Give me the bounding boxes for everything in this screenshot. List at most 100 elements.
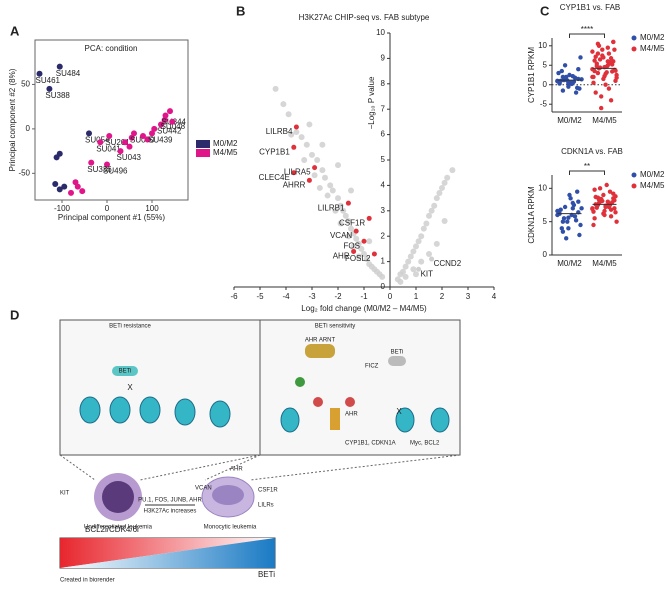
significance-label: **: [584, 162, 590, 171]
point-label: SU388: [45, 91, 70, 100]
point: [117, 148, 124, 155]
x-tick-label: M4/M5: [592, 116, 617, 125]
point: [426, 212, 432, 219]
point: [606, 86, 612, 91]
point: [444, 174, 451, 181]
point: [566, 226, 571, 231]
point-label: SU461: [36, 76, 61, 85]
legend-label: M4/M5: [213, 148, 238, 157]
point: [578, 222, 583, 228]
point-label: SU070: [130, 135, 155, 144]
y-tick-label: 9: [381, 54, 386, 63]
point: [324, 192, 331, 199]
point: [449, 167, 456, 174]
y-tick-label: 3: [381, 206, 386, 215]
point: [607, 202, 613, 208]
x-tick-label: 0: [105, 204, 110, 213]
point: [413, 271, 419, 278]
point: [564, 74, 569, 80]
point: [608, 214, 614, 219]
block-mark: X: [396, 407, 402, 416]
point: [566, 80, 571, 86]
legend-swatch: [196, 140, 210, 148]
x-tick-label: -2: [334, 292, 342, 301]
point: [595, 51, 601, 56]
point: [162, 112, 169, 119]
point: [303, 141, 310, 148]
point: [600, 47, 605, 52]
point: [415, 238, 422, 245]
receptor-label: KIT: [60, 491, 70, 497]
point: [361, 250, 367, 257]
point: [591, 222, 596, 228]
y-axis-label: CDKN1A RPKM: [527, 186, 536, 244]
highlight-point: [291, 144, 297, 150]
x-tick-label: 1: [414, 292, 419, 301]
highlight-point: [312, 165, 318, 171]
y-tick-label: 5: [543, 60, 548, 69]
beti-label: BETi: [119, 369, 132, 375]
y-tick-label: 7: [381, 104, 386, 113]
point: [149, 130, 155, 137]
point: [402, 273, 409, 280]
point-label: SU484: [56, 69, 81, 78]
y-tick-label: 8: [381, 79, 386, 88]
point: [572, 214, 578, 219]
point: [363, 256, 370, 263]
ahr-label: AHR: [345, 412, 358, 418]
legend-label: M0/M2: [640, 170, 665, 179]
y-tick-label: -5: [540, 99, 548, 108]
point: [428, 207, 435, 214]
nucleus: [212, 485, 244, 505]
y-tick-label: 0: [543, 80, 548, 89]
point: [426, 250, 432, 257]
point: [285, 111, 292, 118]
point: [560, 88, 566, 93]
highlight-point: [366, 215, 372, 221]
point: [441, 217, 448, 224]
point: [570, 206, 575, 211]
arrow-label: PU.1, FOS, JUNB, AHR: [138, 498, 202, 504]
point: [590, 206, 595, 212]
x-tick-label: 100: [145, 204, 159, 213]
point: [593, 194, 598, 200]
point: [151, 125, 158, 132]
point: [329, 187, 336, 194]
legend-swatch: [196, 149, 210, 157]
x-axis-label: Log₂ fold change (M0/M2 – M4/M5): [301, 304, 427, 313]
x-tick-label: M0/M2: [557, 116, 582, 125]
point: [128, 134, 135, 141]
point: [88, 159, 95, 166]
legend-label: M4/M5: [640, 181, 665, 190]
panel-label: B: [236, 3, 245, 18]
point: [366, 238, 373, 245]
point: [161, 117, 168, 123]
point: [397, 278, 404, 285]
significance-label: ****: [581, 25, 593, 34]
x-tick-label: -100: [54, 204, 71, 213]
chart-title: CDKN1A vs. FAB: [561, 147, 623, 156]
diagram: BETi resistance BETi sensitivity BETi X …: [59, 319, 461, 584]
point: [433, 195, 440, 202]
point: [298, 134, 305, 141]
point-label: SU048: [161, 122, 186, 131]
point: [345, 233, 352, 240]
legend-dot: [631, 172, 637, 178]
x-tick-label: 3: [466, 292, 471, 301]
point: [602, 208, 607, 214]
panel-label: A: [10, 23, 20, 38]
point-label: SU496: [103, 167, 128, 176]
point: [603, 204, 608, 210]
x-tick-label: -5: [256, 292, 264, 301]
point: [556, 70, 561, 76]
point: [575, 85, 580, 91]
point: [97, 139, 104, 146]
point: [410, 266, 417, 273]
point: [593, 90, 598, 95]
cell-label: Undifferentiated leukemia: [84, 525, 153, 531]
significance-bracket: [569, 170, 605, 175]
credit: Created in biorender: [60, 578, 115, 584]
point: [418, 258, 425, 265]
point: [353, 235, 360, 242]
point: [436, 190, 443, 197]
